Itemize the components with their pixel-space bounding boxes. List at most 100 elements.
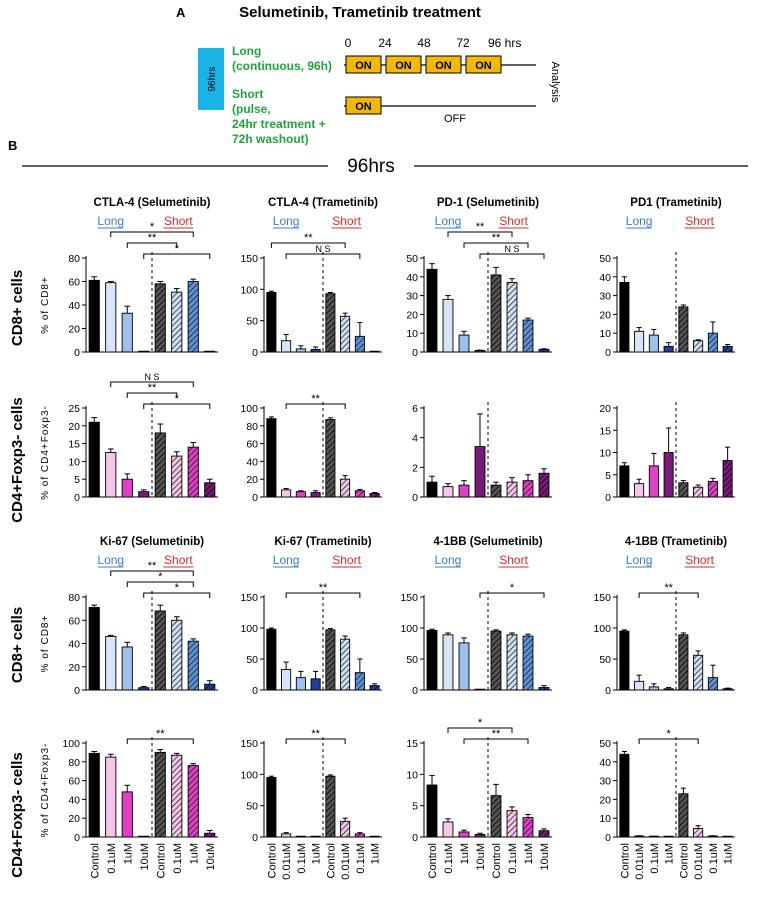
bar: [121, 646, 133, 691]
bar: [522, 635, 534, 691]
chart-r2c3: 4-1BB (Trametinib) Long Short 0 50 100 150 **: [593, 536, 735, 697]
y-axis-label: % of CD4+Foxp3-: [40, 743, 51, 838]
significance-label: **: [492, 728, 501, 740]
significance-bracket: [447, 231, 513, 237]
bar: [340, 315, 351, 353]
bar: [663, 835, 674, 838]
bar: [325, 419, 336, 498]
x-tick-label: 0.1uM: [106, 843, 118, 874]
bar: [707, 677, 718, 691]
y-tick-label: 50: [599, 738, 611, 750]
on-text-4: ON: [475, 60, 492, 72]
bar: [522, 817, 534, 838]
significance-label: **: [156, 728, 165, 740]
bar: [154, 610, 166, 691]
bar: [490, 630, 502, 691]
bar: [187, 765, 199, 838]
bar: [171, 754, 183, 838]
bar: [281, 340, 292, 353]
y-tick-label: 150: [240, 253, 258, 265]
long-label-1: Long: [232, 44, 261, 58]
bar: [325, 629, 336, 691]
x-tick-label: 0.1uM: [355, 843, 367, 874]
y-tick-label: 10: [406, 328, 418, 340]
bar: [369, 685, 380, 691]
long-label: Long: [273, 553, 300, 567]
significance-label: **: [148, 232, 157, 244]
y-tick-label: 20: [68, 324, 80, 336]
bar: [442, 298, 454, 353]
bar: [266, 777, 277, 838]
bar: [538, 687, 550, 691]
x-tick-label: 0.01uM: [634, 843, 646, 880]
time-tick-96: 96 hrs: [488, 36, 521, 50]
y-tick-label: 50: [246, 316, 258, 328]
bar: [187, 640, 199, 691]
x-tick-label: 1uM: [311, 843, 323, 864]
on-block-2: [385, 55, 422, 74]
bar: [490, 484, 502, 498]
bar: [138, 491, 150, 498]
significance-label: N S: [315, 244, 330, 254]
long-label: Long: [626, 214, 653, 228]
bar: [458, 831, 470, 838]
bar: [369, 835, 380, 838]
bar: [105, 452, 117, 498]
y-tick-label: 100: [240, 284, 258, 296]
bar: [121, 312, 133, 353]
significance-bracket: [126, 738, 194, 744]
significance-label: N S: [504, 244, 519, 254]
significance-bracket: [463, 738, 529, 744]
bar: [88, 279, 100, 353]
significance-bracket: [479, 592, 545, 598]
on-block-short: [345, 96, 382, 115]
bar: [138, 687, 150, 691]
significance-label: *: [510, 582, 515, 594]
bar: [154, 283, 166, 353]
chart-title: Ki-67 (Selumetinib): [100, 536, 204, 548]
bar: [648, 686, 659, 691]
significance-label: *: [175, 582, 180, 594]
bar: [442, 821, 454, 838]
bar: [678, 634, 689, 691]
y-tick-label: 50: [599, 654, 611, 666]
bar: [474, 688, 486, 691]
y-tick-label: 60: [68, 277, 80, 289]
y-tick-label: 15: [599, 425, 611, 437]
bar: [663, 452, 674, 498]
chart-title: CTLA-4 (Trametinib): [268, 197, 378, 209]
on-block-3: [425, 55, 462, 74]
long-label: Long: [273, 214, 300, 228]
significance-label: *: [666, 728, 671, 740]
bar: [281, 489, 292, 498]
bar: [663, 345, 674, 353]
bar: [295, 348, 306, 353]
short-label: Short: [499, 553, 528, 567]
y-tick-label: 60: [246, 439, 258, 451]
bar: [707, 835, 718, 838]
y-tick-label: 20: [68, 421, 80, 433]
y-tick-label: 40: [599, 757, 611, 769]
short-label: Short: [332, 553, 361, 567]
x-tick-label: Control: [427, 843, 439, 878]
time-tick-0: 0: [345, 36, 352, 50]
significance-label: **: [664, 582, 673, 594]
bar: [634, 483, 645, 498]
bar: [722, 688, 733, 691]
bar: [693, 828, 704, 838]
bar: [121, 791, 133, 838]
y-tick-label: 80: [246, 421, 258, 433]
significance-bracket: [143, 403, 211, 409]
short-label: Short: [164, 214, 193, 228]
y-tick-label: 40: [599, 272, 611, 284]
x-tick-label: 1uM: [459, 843, 471, 864]
y-tick-label: 0: [74, 347, 80, 359]
significance-label: *: [150, 221, 155, 233]
x-tick-label: 0.01uM: [340, 843, 352, 880]
y-tick-label: 50: [246, 801, 258, 813]
bar: [538, 348, 550, 353]
bar: [722, 835, 733, 838]
y-tick-label: 100: [240, 623, 258, 635]
y-tick-label: 0: [252, 685, 258, 697]
